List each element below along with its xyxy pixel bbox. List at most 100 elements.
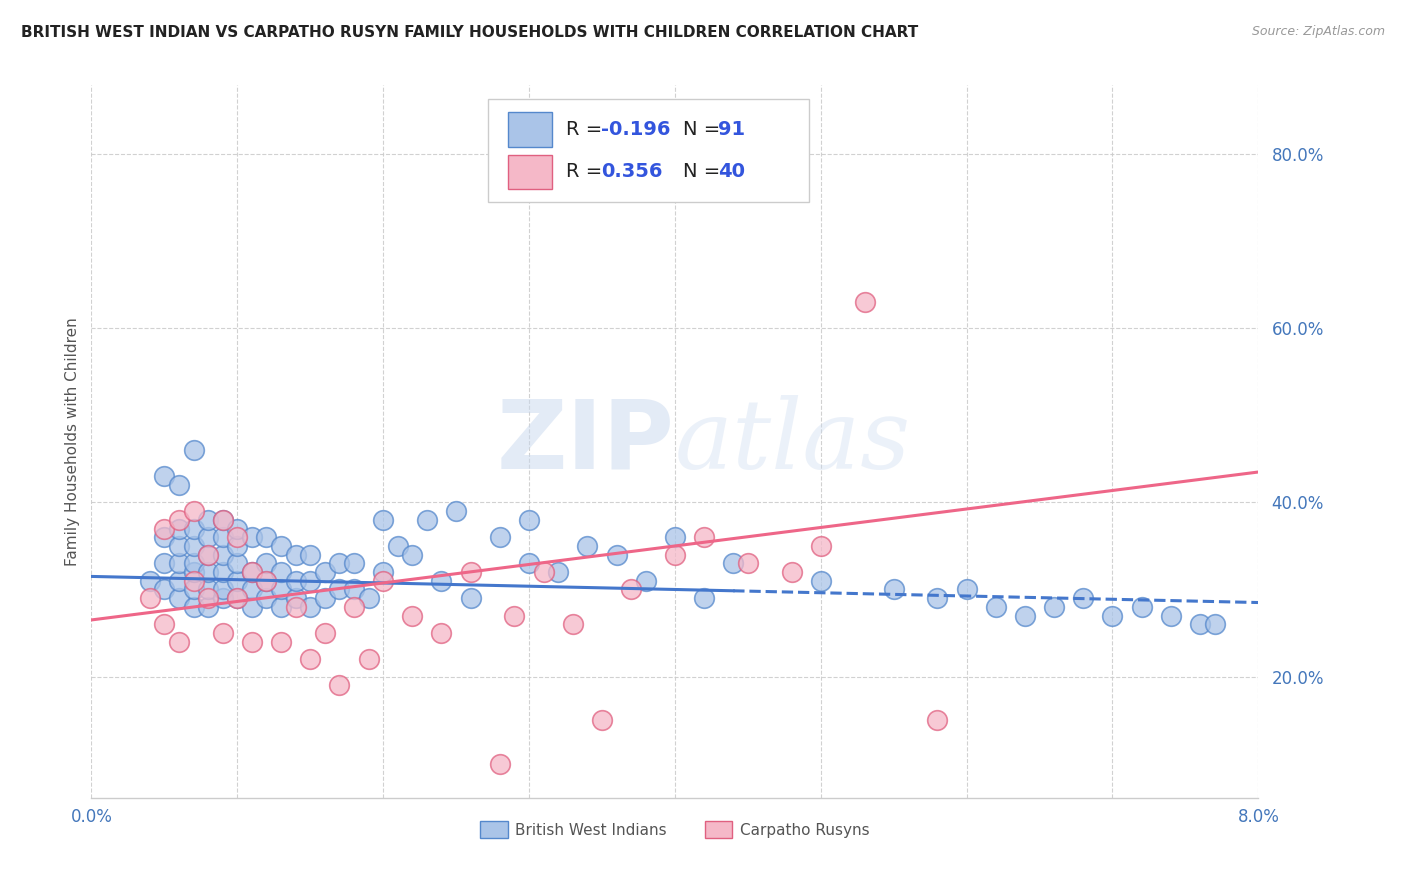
Point (693, 591, 716, 606)
Bar (508, 112, 553, 146)
Point (256, 574, 278, 588)
Point (167, 634, 190, 648)
Point (314, 591, 336, 606)
Point (1043, 599, 1066, 614)
Point (197, 513, 219, 527)
Point (226, 557, 249, 571)
Point (401, 608, 423, 623)
Point (1073, 591, 1095, 606)
Bar (508, 155, 553, 189)
Point (240, 565, 263, 579)
Point (387, 539, 409, 553)
Point (927, 591, 949, 606)
Point (328, 582, 350, 597)
Point (1189, 617, 1212, 632)
Text: atlas: atlas (675, 394, 911, 489)
Point (927, 713, 949, 727)
Point (489, 756, 512, 771)
Point (183, 582, 205, 597)
Point (211, 591, 233, 606)
Point (328, 678, 350, 692)
Point (357, 591, 380, 606)
Text: -0.196: -0.196 (602, 120, 671, 139)
Point (357, 652, 380, 666)
Point (517, 557, 540, 571)
Point (299, 548, 322, 562)
Point (591, 713, 613, 727)
Point (343, 557, 366, 571)
Point (723, 557, 745, 571)
Point (489, 530, 512, 544)
Point (153, 557, 176, 571)
Point (256, 557, 278, 571)
Point (737, 557, 759, 571)
Point (167, 557, 190, 571)
Point (343, 599, 366, 614)
Text: R =: R = (567, 162, 609, 181)
Text: 40: 40 (718, 162, 745, 181)
Point (183, 557, 205, 571)
Text: ZIP: ZIP (496, 395, 675, 488)
Point (197, 599, 219, 614)
Point (270, 634, 292, 648)
Point (810, 574, 832, 588)
Point (533, 565, 555, 579)
Point (883, 582, 905, 597)
Point (634, 574, 657, 588)
Point (460, 565, 482, 579)
Point (343, 582, 366, 597)
Point (211, 513, 233, 527)
Point (138, 591, 162, 606)
Point (183, 539, 205, 553)
Point (664, 530, 686, 544)
Point (153, 522, 176, 536)
Point (270, 565, 292, 579)
Point (430, 574, 453, 588)
Text: N =: N = (683, 162, 727, 181)
Point (183, 565, 205, 579)
Point (197, 530, 219, 544)
Point (1101, 608, 1123, 623)
Point (183, 574, 205, 588)
Point (328, 557, 350, 571)
Point (517, 513, 540, 527)
Point (183, 443, 205, 458)
Point (211, 565, 233, 579)
Point (620, 582, 643, 597)
Y-axis label: Family Households with Children: Family Households with Children (65, 318, 80, 566)
Point (197, 565, 219, 579)
Text: BRITISH WEST INDIAN VS CARPATHO RUSYN FAMILY HOUSEHOLDS WITH CHILDREN CORRELATIO: BRITISH WEST INDIAN VS CARPATHO RUSYN FA… (21, 25, 918, 40)
Point (226, 539, 249, 553)
Point (810, 539, 832, 553)
Point (197, 582, 219, 597)
Point (371, 565, 394, 579)
Point (256, 530, 278, 544)
Point (314, 565, 336, 579)
Point (226, 522, 249, 536)
Point (270, 599, 292, 614)
Point (1204, 617, 1226, 632)
Legend: British West Indians, Carpatho Rusyns: British West Indians, Carpatho Rusyns (474, 815, 876, 844)
Point (561, 617, 583, 632)
Point (240, 634, 263, 648)
Point (197, 548, 219, 562)
Text: 0.356: 0.356 (602, 162, 662, 181)
Point (167, 522, 190, 536)
Point (284, 548, 307, 562)
Point (240, 565, 263, 579)
Point (430, 626, 453, 640)
Point (503, 608, 526, 623)
Text: R =: R = (567, 120, 609, 139)
Point (167, 513, 190, 527)
Point (226, 591, 249, 606)
Point (211, 582, 233, 597)
Point (153, 582, 176, 597)
Point (547, 565, 569, 579)
Point (299, 574, 322, 588)
Point (197, 548, 219, 562)
Point (256, 591, 278, 606)
Point (183, 522, 205, 536)
Point (167, 539, 190, 553)
Point (256, 574, 278, 588)
Point (299, 599, 322, 614)
